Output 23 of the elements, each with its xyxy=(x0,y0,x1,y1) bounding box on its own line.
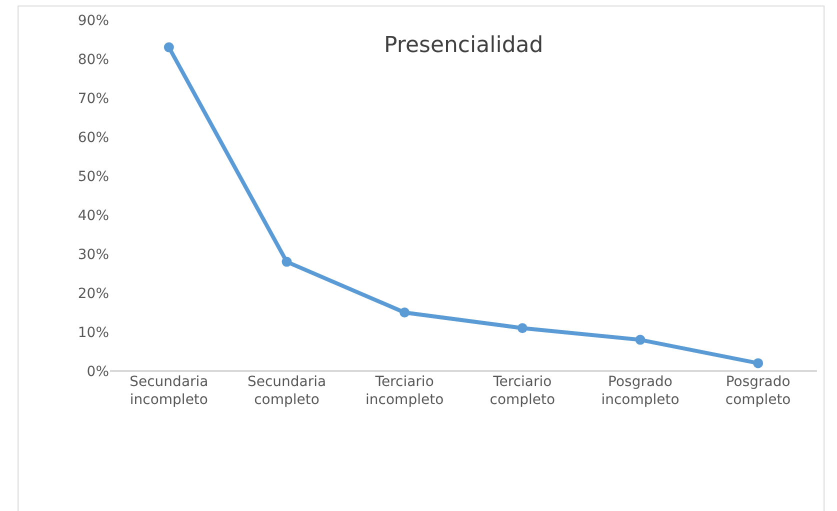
y-tick-label: 30% xyxy=(78,246,109,263)
x-tick-label: Posgrado completo xyxy=(725,374,791,408)
point xyxy=(400,308,410,318)
y-tick-label: 0% xyxy=(86,364,109,380)
y-tick-label: 40% xyxy=(78,208,109,224)
point xyxy=(635,334,646,345)
point xyxy=(164,42,174,52)
point xyxy=(517,323,528,334)
y-tick-label: 50% xyxy=(78,168,109,185)
y-tick-label: 20% xyxy=(78,286,109,302)
x-tick-label: Terciario completo xyxy=(490,374,556,408)
text: Presencialidad xyxy=(384,33,544,58)
x-tick-label: Secundaria incompleto xyxy=(130,374,208,408)
y-tick-label: 80% xyxy=(78,52,109,68)
y-tick-label: 10% xyxy=(78,324,109,341)
point xyxy=(282,256,292,267)
x-tick-label: Posgrado incompleto xyxy=(601,374,680,408)
y-tick-label: 70% xyxy=(78,90,109,107)
y-tick-label: 90% xyxy=(78,12,109,29)
x-tick-label: Secundaria completo xyxy=(247,374,326,408)
point xyxy=(753,358,764,368)
x-tick-label: Terciario incompleto xyxy=(366,374,444,408)
y-tick-label: 60% xyxy=(78,130,109,146)
